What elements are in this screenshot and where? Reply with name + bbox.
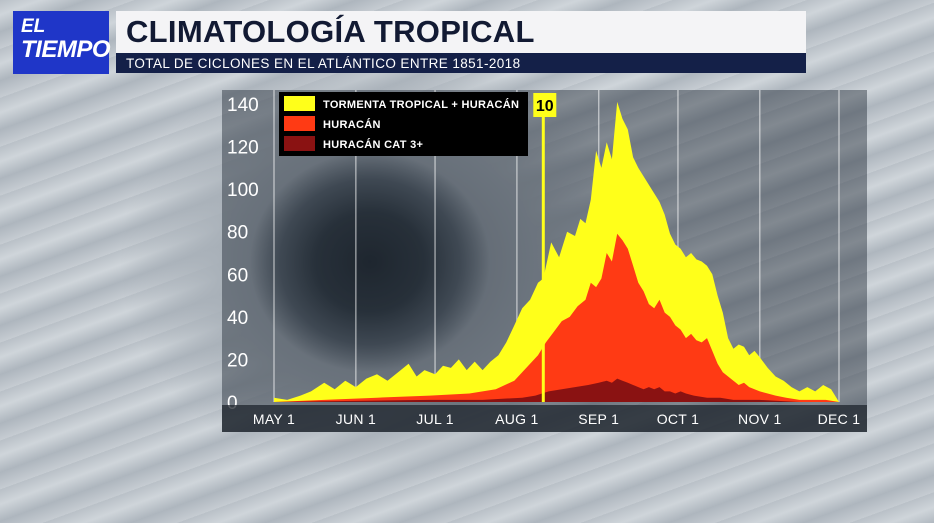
y-tick-label-140: 140 [227, 95, 259, 116]
page-subtitle: TOTAL DE CICLONES EN EL ATLÁNTICO ENTRE … [126, 55, 521, 71]
legend-label-2: HURACÁN [323, 118, 381, 131]
chart-panel: 10 140 120 100 80 60 40 20 0 MAY 1 JUN 1 JUL 1 AUG… [222, 90, 867, 432]
area-hurricane [274, 233, 839, 402]
legend-swatch-3 [284, 136, 315, 151]
x-tick-label-5: SEP 1 [578, 411, 619, 427]
y-axis: 140 120 100 80 60 40 20 0 [227, 95, 259, 414]
x-tick-label-3: JUL 1 [416, 411, 454, 427]
subtitle-bar: TOTAL DE CICLONES EN EL ATLÁNTICO ENTRE … [116, 53, 806, 73]
y-tick-label-100: 100 [227, 180, 259, 201]
el-tiempo-logo: EL TIEMPO [13, 11, 111, 74]
cyclone-climatology-chart: 10 140 120 100 80 60 40 20 0 MAY 1 JUN 1 JUL 1 AUG… [222, 90, 867, 432]
y-tick-label-20: 20 [227, 350, 248, 371]
marker-box [533, 93, 557, 117]
logo-line-1: EL [21, 16, 46, 37]
y-tick-label-60: 60 [227, 265, 248, 286]
area-tropical-storm-hurricane [274, 101, 839, 403]
x-tick-label-7: NOV 1 [738, 411, 782, 427]
title-bar: CLIMATOLOGÍA TROPICAL [116, 11, 806, 53]
area-major-hurricane [274, 378, 839, 402]
y-tick-label-80: 80 [227, 223, 248, 244]
x-axis-band [222, 405, 867, 432]
y-tick-label-0: 0 [227, 393, 238, 414]
x-tick-label-6: OCT 1 [657, 411, 699, 427]
page-title: CLIMATOLOGÍA TROPICAL [126, 14, 535, 49]
y-tick-label-120: 120 [227, 138, 259, 159]
x-tick-label-2: JUN 1 [336, 411, 376, 427]
x-tick-label-8: DEC 1 [818, 411, 861, 427]
legend: TORMENTA TROPICAL + HURACÁN HURACÁN HURACÁ… [279, 92, 528, 156]
series-areas [274, 101, 839, 403]
date-marker: 10 [533, 93, 557, 402]
y-tick-label-40: 40 [227, 308, 248, 329]
legend-swatch-1 [284, 96, 315, 111]
legend-box [279, 92, 528, 156]
legend-label-3: HURACÁN CAT 3+ [323, 138, 423, 151]
x-tick-label-1: MAY 1 [253, 411, 295, 427]
x-axis: MAY 1 JUN 1 JUL 1 AUG 1 SEP 1 OCT 1 NOV 1 DEC 1 [253, 411, 860, 427]
legend-label-1: TORMENTA TROPICAL + HURACÁN [323, 98, 519, 111]
marker-label: 10 [536, 98, 554, 115]
legend-swatch-2 [284, 116, 315, 131]
logo-line-2: TIEMPO [21, 36, 111, 63]
x-tick-label-4: AUG 1 [495, 411, 539, 427]
